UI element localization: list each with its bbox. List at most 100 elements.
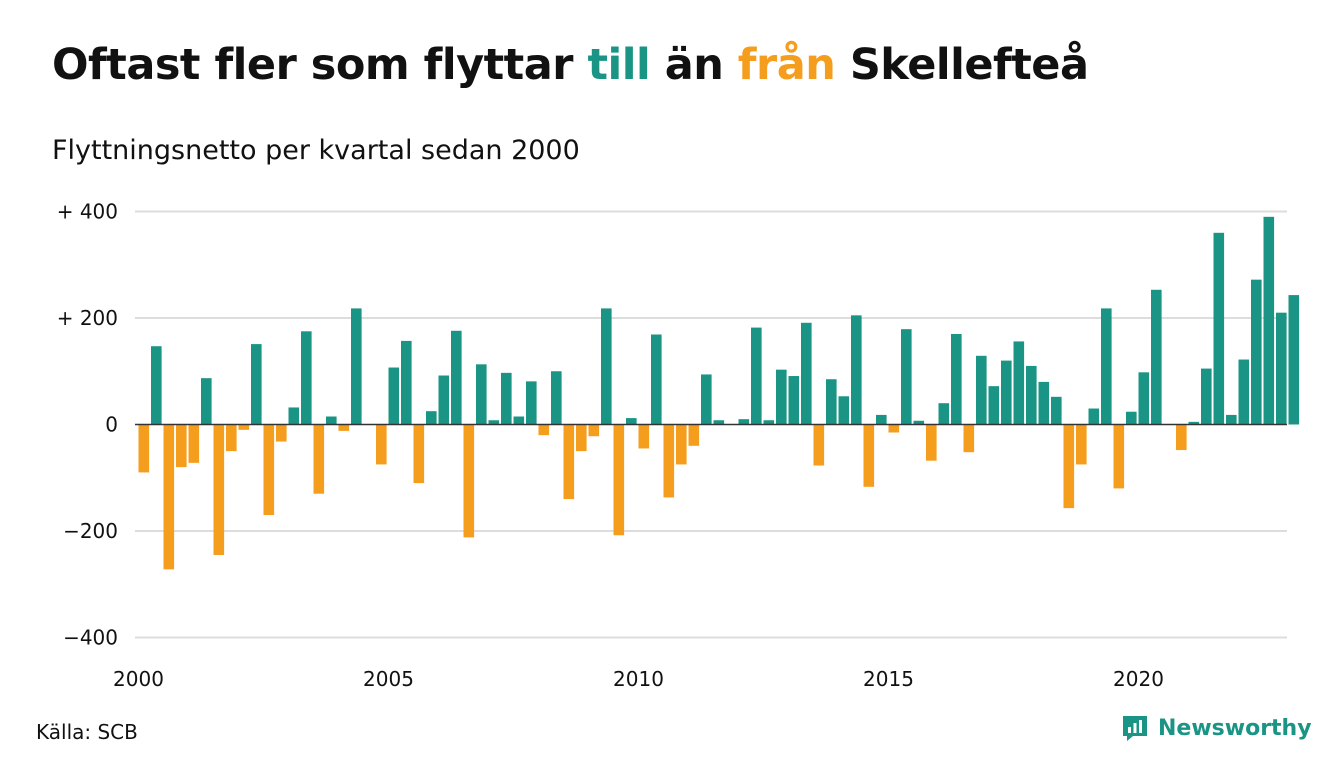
bar — [1101, 308, 1112, 425]
bar — [326, 416, 337, 425]
bar — [638, 424, 650, 449]
bar — [176, 424, 187, 468]
x-tick-label: 2005 — [363, 667, 414, 691]
bar — [501, 372, 512, 425]
bar — [776, 369, 787, 425]
title-word-fran: från — [737, 40, 836, 90]
bar — [676, 424, 687, 465]
y-tick-label: −400 — [63, 626, 118, 650]
bar — [963, 424, 975, 453]
y-tick-label: 0 — [105, 413, 118, 437]
bar — [1226, 414, 1237, 425]
bar — [713, 420, 725, 425]
bar — [1001, 360, 1012, 425]
bar — [1088, 408, 1100, 425]
bar — [401, 340, 412, 425]
bar — [588, 424, 600, 437]
y-tick-label: −200 — [63, 519, 118, 543]
bar — [476, 364, 487, 425]
bar — [738, 419, 750, 425]
title-word-till: till — [587, 40, 651, 90]
bar — [751, 327, 762, 425]
bar — [701, 374, 712, 425]
bar — [138, 424, 150, 473]
brand-logo: Newsworthy — [1120, 713, 1312, 743]
bar — [626, 418, 637, 425]
brand-name: Newsworthy — [1158, 715, 1312, 741]
bar — [1026, 365, 1037, 425]
bar — [1238, 359, 1250, 425]
bar — [376, 424, 387, 465]
bar — [938, 403, 950, 425]
bar — [838, 396, 850, 425]
source-note: Källa: SCB — [36, 720, 138, 744]
bar — [163, 424, 175, 570]
bar — [976, 355, 987, 425]
bar — [1138, 372, 1150, 425]
bar — [388, 367, 400, 425]
bar — [901, 329, 912, 425]
bar — [563, 424, 575, 500]
bar — [888, 424, 900, 433]
bar — [288, 407, 300, 425]
bar — [926, 424, 937, 461]
chart-title: Oftast fler som flyttar till än från Ske… — [52, 40, 1089, 90]
x-tick-label: 2000 — [113, 667, 164, 691]
bar — [1288, 295, 1300, 425]
bar — [1263, 216, 1275, 425]
bar — [488, 420, 500, 425]
chart-subtitle: Flyttningsnetto per kvartal sedan 2000 — [52, 135, 580, 166]
y-tick-label: + 400 — [57, 200, 118, 224]
bar-chart: + 400 + 200 0 −200 −400 2000 2005 2010 2015 2020 — [57, 200, 1300, 691]
bar — [201, 378, 212, 425]
bars — [138, 216, 1300, 570]
bar — [338, 424, 350, 431]
title-part-2: än — [650, 40, 738, 90]
x-tick-label: 2015 — [863, 667, 914, 691]
y-tick-label: + 200 — [57, 306, 118, 330]
bar — [1151, 289, 1162, 425]
bar — [426, 411, 437, 425]
bar — [651, 334, 662, 425]
bar — [1063, 424, 1075, 509]
bar — [313, 424, 325, 494]
bar — [826, 379, 837, 425]
title-part-3: Skellefteå — [835, 40, 1089, 90]
bar — [951, 333, 962, 425]
bar — [851, 315, 862, 425]
bar — [1051, 396, 1062, 425]
bar — [438, 375, 450, 425]
bar — [1276, 312, 1287, 425]
bar — [301, 331, 312, 425]
bar — [551, 371, 562, 425]
bar — [413, 424, 425, 484]
bar — [663, 424, 675, 498]
bar — [1076, 424, 1087, 465]
axes: + 400 + 200 0 −200 −400 2000 2005 2010 2015 2020 — [57, 200, 1287, 691]
bar — [276, 424, 287, 442]
bar — [788, 376, 800, 425]
bar — [451, 330, 462, 425]
bar — [526, 381, 537, 425]
bar — [863, 424, 875, 487]
bar — [876, 414, 887, 425]
bar — [688, 424, 700, 446]
x-tick-label: 2010 — [613, 667, 664, 691]
bar — [988, 386, 1000, 425]
bar — [913, 420, 925, 425]
bar — [151, 346, 162, 425]
bar — [213, 424, 225, 555]
bar — [188, 424, 200, 463]
bar — [1126, 411, 1137, 425]
x-tick-label: 2020 — [1113, 667, 1164, 691]
bar — [463, 424, 475, 538]
bar — [263, 424, 275, 516]
bar — [801, 322, 812, 425]
bar — [1013, 341, 1025, 425]
bar — [238, 424, 250, 430]
bar — [763, 420, 775, 425]
bar — [601, 308, 612, 425]
bar — [613, 424, 625, 536]
bar — [251, 344, 262, 425]
bar — [351, 308, 362, 425]
